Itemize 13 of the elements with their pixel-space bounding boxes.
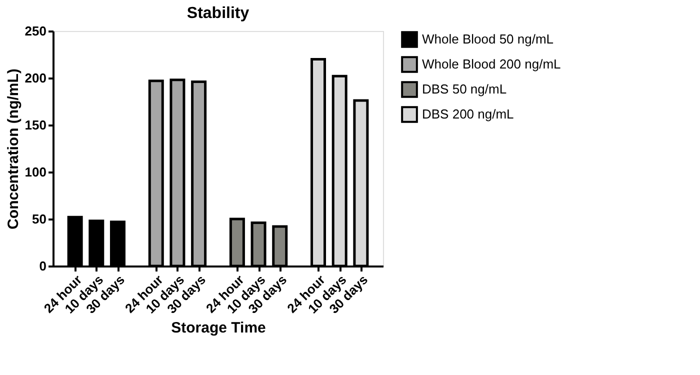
y-axis-title: Concentration (ng/mL) bbox=[4, 68, 22, 230]
x-axis-title: Storage Time bbox=[171, 319, 266, 336]
legend-label: Whole Blood 50 ng/mL bbox=[422, 32, 554, 46]
y-tick-label: 100 bbox=[24, 164, 46, 180]
legend-label: DBS 50 ng/mL bbox=[422, 82, 507, 96]
y-tick-label: 0 bbox=[39, 258, 46, 274]
y-tick-label: 50 bbox=[32, 212, 46, 226]
y-tick-label: 150 bbox=[24, 118, 46, 132]
chart-title: Stability bbox=[186, 5, 250, 22]
y-tick-label: 250 bbox=[24, 24, 46, 38]
y-tick-label: 200 bbox=[24, 70, 46, 86]
legend-label: Whole Blood 200 ng/mL bbox=[422, 56, 561, 72]
legend-label: DBS 200 ng/mL bbox=[422, 106, 514, 122]
